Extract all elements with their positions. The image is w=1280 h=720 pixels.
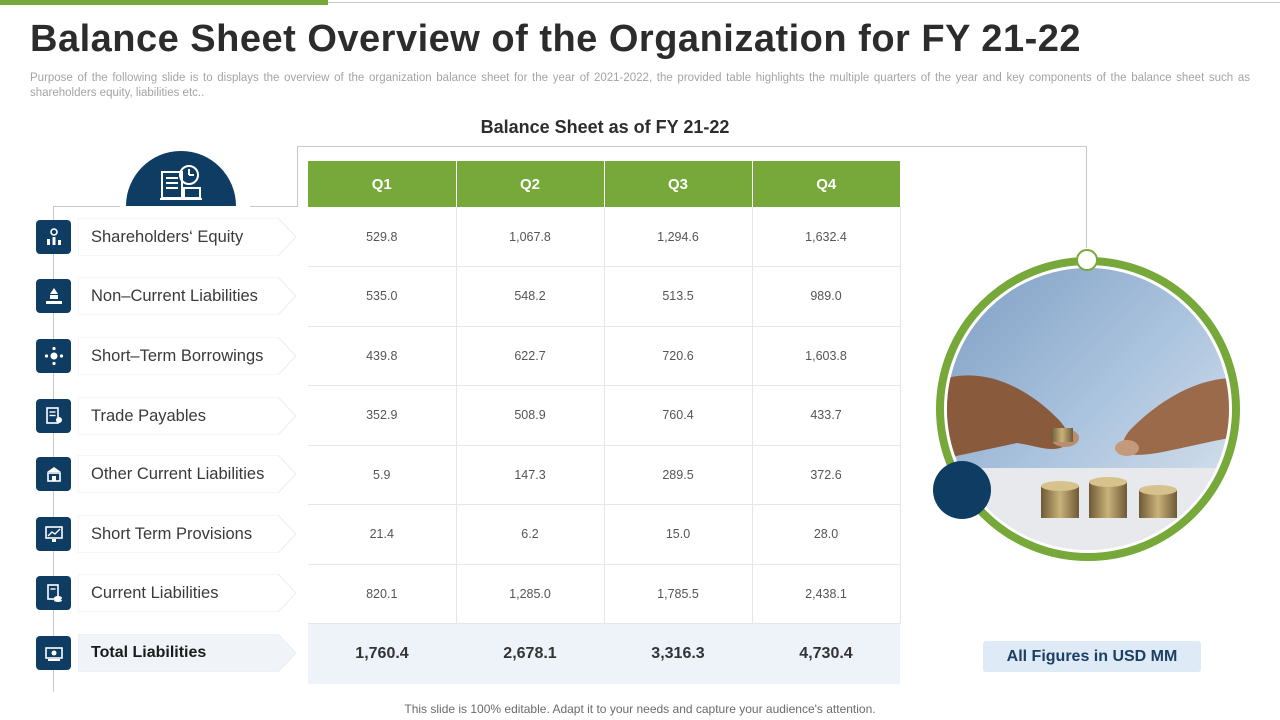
- row-label-tag: [78, 455, 298, 493]
- row-label-shareholders-equity: Shareholders‘ Equity: [36, 218, 301, 256]
- table-row: 439.8 622.7 720.6 1,603.8: [308, 326, 901, 386]
- row-label-tag: [78, 397, 298, 435]
- table-row: 529.8 1,067.8 1,294.6 1,632.4: [308, 207, 901, 267]
- table-header-row: Q1 Q2 Q3 Q4: [308, 161, 900, 207]
- table-cell-q2: 508.9: [456, 385, 605, 446]
- table-cell-q3: 1,294.6: [604, 207, 753, 267]
- table-cell-q2: 1,285.0: [456, 564, 605, 624]
- row-label-non-current-liabilities: Non–Current Liabilities: [36, 277, 301, 315]
- table-cell-q4: 1,603.8: [752, 326, 901, 386]
- table-cell-q1: 5.9: [308, 445, 457, 505]
- row-label-tag: [78, 337, 298, 375]
- row-label-text: Trade Payables: [91, 407, 206, 425]
- table-cell-q1: 529.8: [308, 207, 457, 267]
- row-label-other-current-liabilities: Other Current Liabilities: [36, 455, 301, 493]
- column-header-q3: Q3: [604, 161, 753, 207]
- slide-footer: This slide is 100% editable. Adapt it to…: [404, 702, 876, 716]
- table-total-row: 1,760.4 2,678.1 3,316.3 4,730.4: [308, 623, 900, 684]
- column-header-q2: Q2: [456, 161, 605, 207]
- row-label-text: Other Current Liabilities: [91, 465, 265, 483]
- frame-line-left-top: [297, 146, 298, 206]
- accounting-icon: [158, 158, 204, 202]
- table-cell-q3: 3,316.3: [604, 623, 752, 684]
- table-cell-q3: 720.6: [604, 326, 753, 386]
- row-label-tag: [78, 515, 298, 553]
- row-label-tag: [78, 277, 298, 315]
- invoice-icon: [36, 399, 71, 433]
- table-cell-q4: 372.6: [752, 445, 901, 505]
- table-cell-q2: 622.7: [456, 326, 605, 386]
- column-header-q1: Q1: [308, 161, 457, 207]
- table-cell-q1: 1,760.4: [308, 623, 456, 684]
- slide-title: Balance Sheet Overview of the Organizati…: [30, 18, 1081, 60]
- figures-unit-note: All Figures in USD MM: [983, 641, 1201, 672]
- table-title: Balance Sheet as of FY 21-22: [480, 117, 730, 137]
- row-label-tag: [78, 634, 298, 672]
- row-label-short-term-borrowings: Short–Term Borrowings: [36, 337, 301, 375]
- table-row: 352.9 508.9 760.4 433.7: [308, 385, 901, 446]
- table-cell-q3: 1,785.5: [604, 564, 753, 624]
- document-coins-icon: [36, 576, 71, 610]
- table-cell-q4: 989.0: [752, 266, 901, 327]
- table-cell-q4: 2,438.1: [752, 564, 901, 624]
- table-cell-q2: 1,067.8: [456, 207, 605, 267]
- navy-accent-dot: [933, 461, 991, 519]
- table-row: 535.0 548.2 513.5 989.0: [308, 266, 901, 327]
- cash-icon: [36, 636, 71, 670]
- table-cell-q3: 15.0: [604, 504, 753, 565]
- row-label-text: Short Term Provisions: [91, 525, 253, 543]
- table-cell-q2: 6.2: [456, 504, 605, 565]
- balance-sheet-table: Q1 Q2 Q3 Q4 529.8 1,067.8 1,294.6 1,632.4 53…: [308, 161, 901, 684]
- table-cell-q3: 289.5: [604, 445, 753, 505]
- row-label-current-liabilities: Current Liabilities: [36, 574, 301, 612]
- table-cell-q1: 535.0: [308, 266, 457, 327]
- table-cell-q2: 2,678.1: [456, 623, 604, 684]
- row-label-text: Current Liabilities: [91, 584, 219, 602]
- ring-connector-dot: [1076, 249, 1098, 271]
- table-cell-q4: 28.0: [752, 504, 901, 565]
- equity-chart-icon: [36, 220, 71, 254]
- money-hand-icon: [36, 279, 71, 313]
- column-header-q4: Q4: [752, 161, 900, 207]
- row-label-tag: [78, 218, 298, 256]
- table-cell-q1: 439.8: [308, 326, 457, 386]
- row-label-trade-payables: Trade Payables: [36, 397, 301, 435]
- frame-line-right: [297, 146, 1087, 248]
- table-cell-q4: 4,730.4: [752, 623, 900, 684]
- top-rule: [0, 0, 1280, 6]
- table-cell-q4: 433.7: [752, 385, 901, 446]
- row-label-short-term-provisions: Short Term Provisions: [36, 515, 301, 553]
- table-cell-q3: 760.4: [604, 385, 753, 446]
- slide-subtitle: Purpose of the following slide is to dis…: [30, 72, 1250, 99]
- row-label-total-liabilities: Total Liabilities: [36, 634, 301, 672]
- table-cell-q1: 21.4: [308, 504, 457, 565]
- table-row: 5.9 147.3 289.5 372.6: [308, 445, 901, 505]
- row-label-text: Shareholders‘ Equity: [91, 228, 244, 246]
- top-rule-accent: [0, 0, 328, 5]
- table-row: 820.1 1,285.0 1,785.5 2,438.1: [308, 564, 901, 624]
- table-cell-q2: 147.3: [456, 445, 605, 505]
- building-icon: [36, 457, 71, 491]
- table-cell-q1: 820.1: [308, 564, 457, 624]
- monitor-chart-icon: [36, 517, 71, 551]
- table-cell-q3: 513.5: [604, 266, 753, 327]
- table-cell-q4: 1,632.4: [752, 207, 901, 267]
- table-cell-q1: 352.9: [308, 385, 457, 446]
- coins-stack-photo: [947, 268, 1229, 550]
- row-label-tag: [78, 574, 298, 612]
- table-row: 21.4 6.2 15.0 28.0: [308, 504, 901, 565]
- row-label-text: Short–Term Borrowings: [91, 347, 264, 365]
- top-rule-line: [328, 2, 1280, 3]
- network-gear-icon: [36, 339, 71, 373]
- row-label-text: Total Liabilities: [91, 644, 207, 661]
- row-label-text: Non–Current Liabilities: [91, 287, 258, 305]
- table-cell-q2: 548.2: [456, 266, 605, 327]
